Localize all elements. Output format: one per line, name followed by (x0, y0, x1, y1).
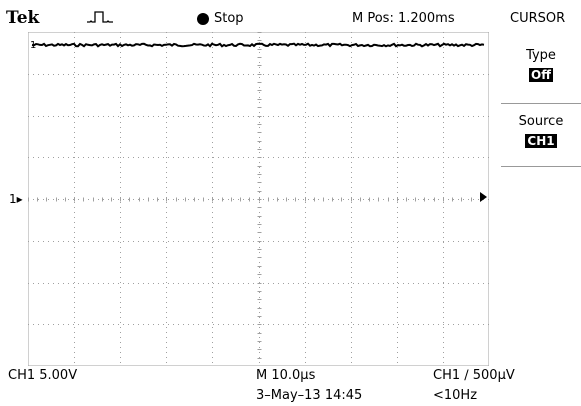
run-state-indicator-icon (197, 13, 209, 25)
timebase-readout: M 10.0µs (256, 368, 316, 383)
tek-logo: Tek (6, 8, 40, 28)
trace-marker: 1 (30, 40, 36, 51)
pulse-trigger-icon (87, 11, 113, 23)
ch1-scale-readout: CH1 5.00V (8, 368, 78, 383)
trigger-frequency-readout: <10Hz (433, 388, 478, 403)
menu-divider (501, 166, 581, 167)
source-value: CH1 (525, 134, 557, 148)
source-label: Source (518, 114, 564, 129)
arrow-right-icon (480, 192, 487, 202)
type-value: Off (529, 68, 553, 82)
run-state-label: Stop (214, 11, 244, 26)
ch1-ground-marker: 1▸ (9, 192, 23, 206)
menu-divider (501, 103, 581, 104)
type-menu-button[interactable]: Type Off (501, 48, 581, 83)
cursor-menu: Type Off Source CH1 (501, 30, 581, 175)
channel-marker-label: 1 (9, 192, 17, 206)
arrow-left-icon: ▸ (16, 192, 23, 206)
date-time-readout: 3–May–13 14:45 (256, 388, 363, 403)
menu-title: CURSOR (510, 11, 566, 26)
graticule-center-ticks (28, 32, 481, 359)
source-menu-button[interactable]: Source CH1 (501, 114, 581, 149)
waveform-display: 1 (28, 32, 489, 366)
trigger-readout: CH1 ∕ 500µV (433, 368, 515, 383)
type-label: Type (526, 48, 556, 63)
horizontal-position-readout: M Pos: 1.200ms (352, 11, 455, 26)
ch1-trace (31, 42, 485, 48)
